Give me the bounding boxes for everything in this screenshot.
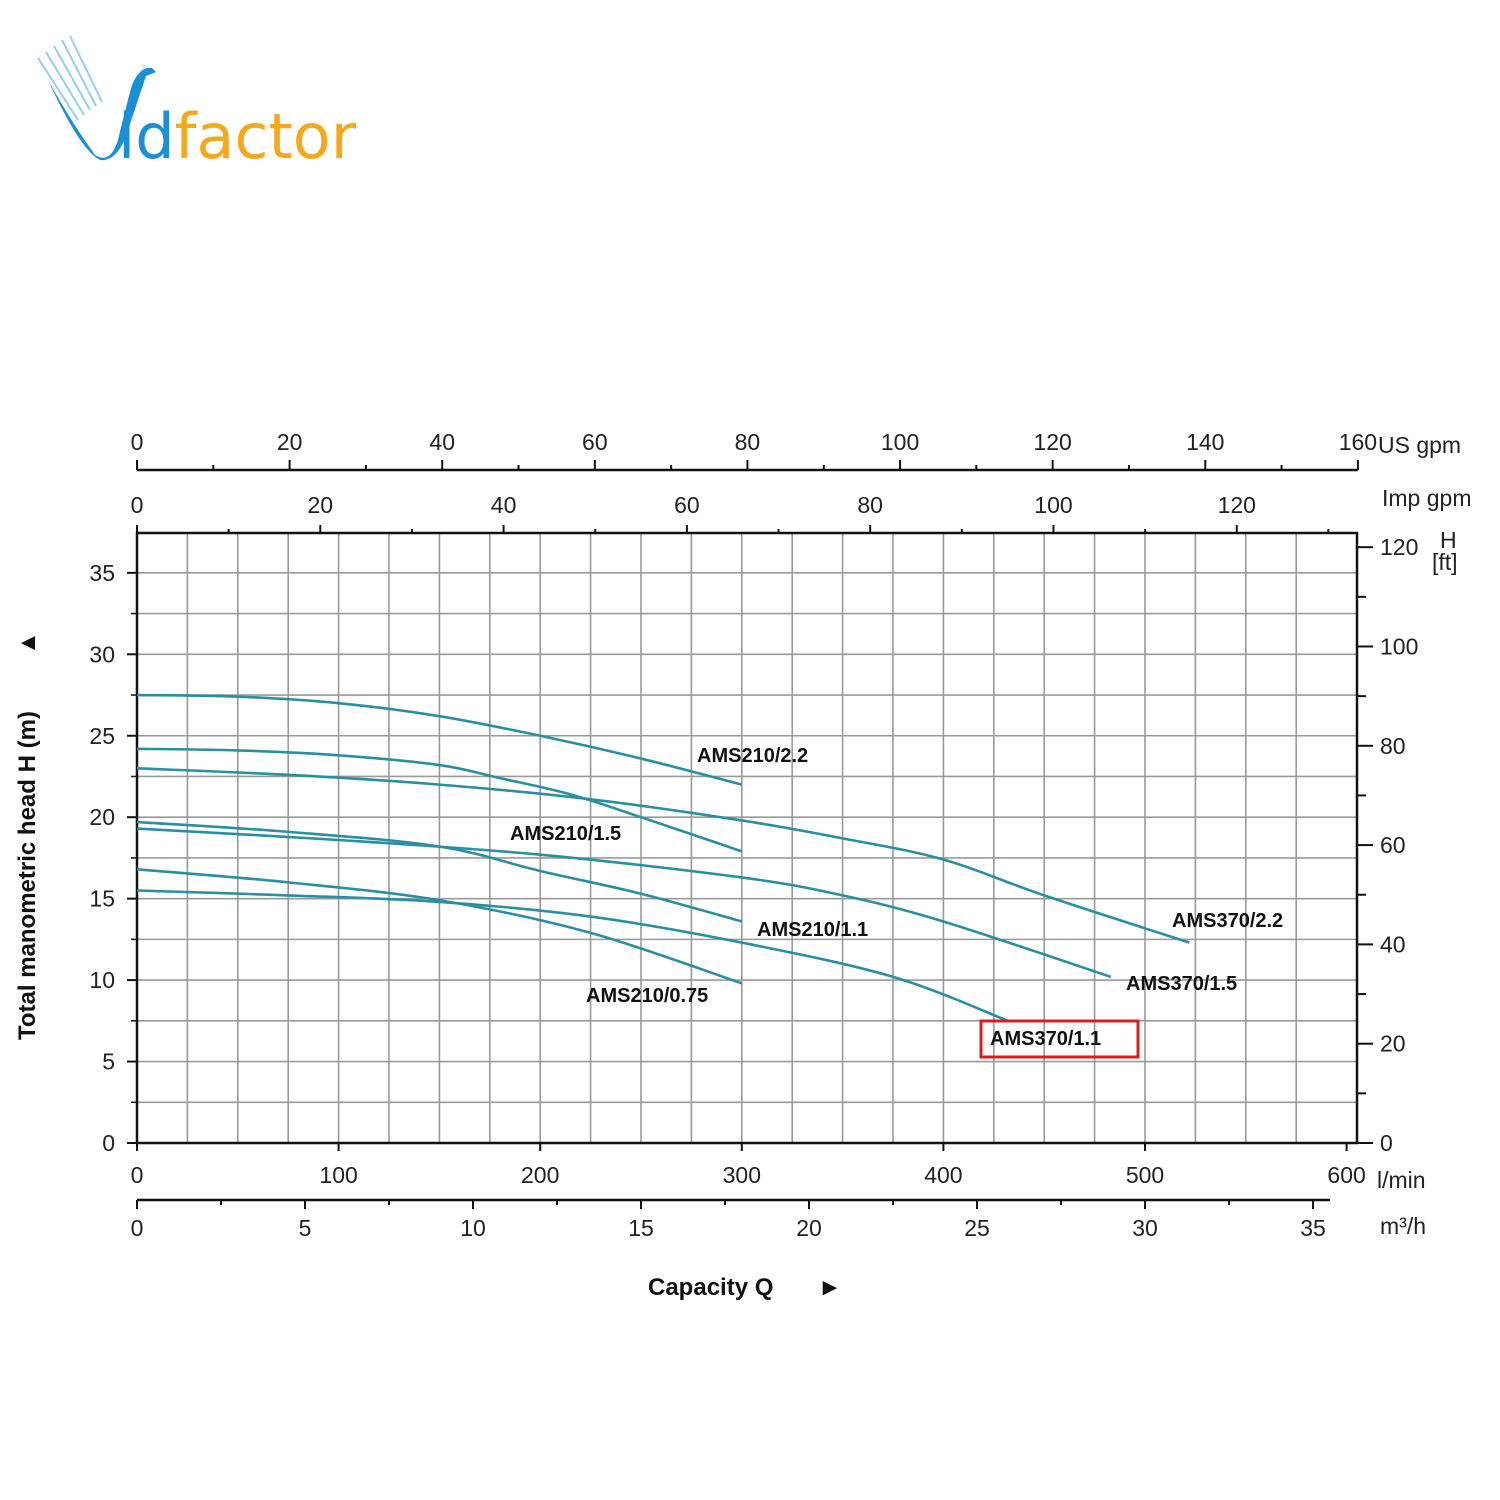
imp-gpm-tick-label: 0 (131, 492, 144, 518)
plot-frame (135, 531, 1359, 1145)
y-axis-arrow: ▲ (14, 631, 41, 655)
m3h-tick-label: 35 (1300, 1215, 1326, 1241)
y-tick-label: 25 (89, 723, 115, 749)
us-gpm-tick-label: 100 (881, 429, 919, 455)
imp-gpm-tick-label: 80 (857, 492, 883, 518)
y-tick-label: 0 (102, 1130, 115, 1156)
ft-tick-label: 20 (1380, 1031, 1406, 1057)
y-tick-label: 35 (89, 560, 115, 586)
m3h-tick-label: 30 (1132, 1215, 1158, 1241)
us-gpm-tick-label: 40 (429, 429, 455, 455)
ft-unit-label-h: H (1440, 527, 1457, 553)
series-label-ams210-1-1: AMS210/1.1 (757, 919, 868, 941)
curve-ams210-1-1 (136, 820, 743, 923)
m3h-tick-label: 5 (299, 1215, 312, 1241)
y-tick-label: 20 (89, 804, 115, 830)
curve-ams210-2-2 (136, 693, 743, 786)
us-gpm-tick-label: 20 (277, 429, 303, 455)
y-tick-label: 5 (102, 1049, 115, 1075)
imp-gpm-tick-label: 40 (491, 492, 517, 518)
x-tick-label: 600 (1327, 1162, 1365, 1188)
imp-gpm-tick-label: 120 (1218, 492, 1256, 518)
ft-tick-label: 60 (1380, 832, 1406, 858)
bird-v-icon (37, 35, 156, 161)
x-axis-arrow: ► (818, 1274, 842, 1301)
series-label-ams210-2-2: AMS210/2.2 (697, 745, 808, 767)
y-axis-title: Total manometric head H (m) (14, 711, 41, 1040)
series-label-ams370-1-1: AMS370/1.1 (990, 1028, 1101, 1050)
svg-text:idfactor: idfactor (118, 100, 357, 173)
x-tick-label: 200 (521, 1162, 559, 1188)
us-gpm-tick-label: 140 (1186, 429, 1224, 455)
m3h-tick-label: 15 (628, 1215, 654, 1241)
us-gpm-unit-label: US gpm (1378, 432, 1461, 458)
x-axis-title: Capacity Q (648, 1274, 773, 1301)
curve-ams370-1-1 (136, 889, 1009, 1023)
ft-tick-label: 100 (1380, 633, 1418, 659)
ft-tick-label: 80 (1380, 733, 1406, 759)
m3h-tick-label: 20 (796, 1215, 822, 1241)
grid (137, 533, 1357, 1143)
curve-ams210-0-75 (136, 868, 743, 985)
us-gpm-tick-label: 160 (1339, 429, 1377, 455)
curves (136, 693, 1190, 1023)
series-label-ams370-2-2: AMS370/2.2 (1172, 910, 1283, 932)
x-unit-label: l/min (1377, 1167, 1426, 1193)
curve-ams210-1-5 (136, 747, 743, 853)
us-gpm-tick-label: 0 (131, 429, 144, 455)
ft-tick-label: 0 (1380, 1130, 1393, 1156)
m3h-tick-label: 25 (964, 1215, 990, 1241)
y-tick-label: 15 (89, 886, 115, 912)
vidfactor-logo: idfactor (37, 35, 357, 173)
curve-ams370-1-5 (136, 827, 1112, 979)
imp-gpm-tick-label: 60 (674, 492, 700, 518)
m3h-unit-label: m³/h (1380, 1213, 1426, 1239)
series-label-ams370-1-5: AMS370/1.5 (1126, 973, 1237, 995)
series-label-ams210-1-5: AMS210/1.5 (510, 823, 621, 845)
x-tick-label: 500 (1126, 1162, 1164, 1188)
highlight-box (979, 1019, 1140, 1059)
y-tick-label: 10 (89, 967, 115, 993)
us-gpm-tick-label: 120 (1033, 429, 1071, 455)
m3h-tick-label: 10 (460, 1215, 486, 1241)
series-label-ams210-0-75: AMS210/0.75 (586, 985, 708, 1007)
ft-tick-label: 120 (1380, 534, 1418, 560)
series-labels: AMS210/2.2 AMS210/1.5 AMS370/2.2 AMS210/1.1… (510, 745, 1283, 1059)
x-tick-label: 300 (723, 1162, 761, 1188)
us-gpm-tick-label: 80 (735, 429, 761, 455)
ft-unit-label-ft: [ft] (1432, 549, 1458, 575)
x-tick-label: 400 (924, 1162, 962, 1188)
curve-ams370-2-2 (136, 767, 1190, 944)
ft-tick-label: 40 (1380, 931, 1406, 957)
logo-text-factor: factor (175, 100, 357, 173)
x-tick-label: 0 (131, 1162, 144, 1188)
m3h-tick-label: 0 (131, 1215, 144, 1241)
us-gpm-tick-label: 60 (582, 429, 608, 455)
y-tick-label: 30 (89, 641, 115, 667)
imp-gpm-unit-label: Imp gpm (1382, 485, 1471, 511)
logo-text-id: id (118, 100, 175, 173)
x-tick-label: 100 (319, 1162, 357, 1188)
imp-gpm-tick-label: 20 (307, 492, 333, 518)
imp-gpm-tick-label: 100 (1034, 492, 1072, 518)
